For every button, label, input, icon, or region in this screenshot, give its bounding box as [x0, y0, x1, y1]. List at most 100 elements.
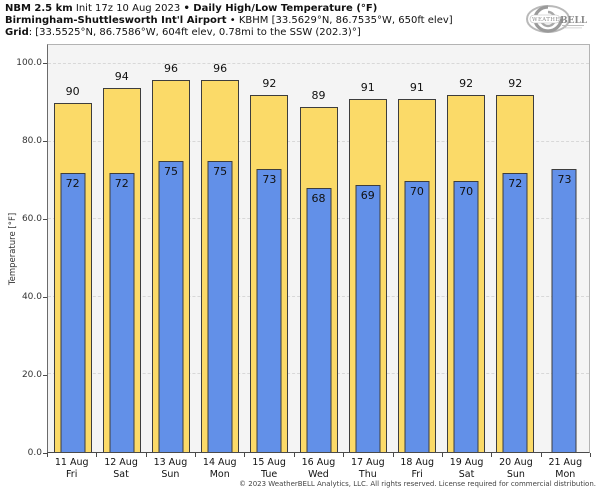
low-value-label: 73 — [557, 173, 572, 187]
chart-header: NBM 2.5 km Init 17z 10 Aug 2023 • Daily … — [5, 3, 453, 39]
high-value-label: 94 — [114, 69, 129, 83]
xtick-weekday: Mon — [209, 468, 230, 480]
low-value-label: 72 — [508, 176, 523, 190]
xtick-weekday: Thu — [358, 468, 377, 480]
gridline — [48, 63, 589, 65]
chart-title: • Daily High/Low Temperature (°F) — [183, 3, 378, 14]
high-value-label: 92 — [508, 77, 523, 91]
header-line-2: Birmingham-Shuttlesworth Int'l Airport •… — [5, 15, 453, 27]
x-tick-label: 17 Aug Thu — [343, 457, 392, 480]
x-axis-labels: 11 Aug Fri 12 Aug Sat 13 Aug Sun 14 Aug Mon 15 A… — [47, 457, 590, 480]
y-tick-mark — [43, 374, 47, 376]
x-tick-mark — [343, 453, 345, 457]
plot-area: 90 72 94 72 96 75 96 75 92 73 89 68 91 69 91 70 92 70 92 72… — [47, 44, 590, 453]
y-tick-label: 60.0 — [21, 214, 42, 225]
xtick-weekday: Sat — [458, 468, 475, 480]
xtick-date: 17 Aug — [351, 457, 385, 468]
low-temp-bar — [453, 180, 479, 452]
x-tick-mark — [145, 453, 147, 457]
x-tick-label: 14 Aug Mon — [195, 457, 244, 480]
grid-label: Grid — [5, 27, 29, 38]
high-value-label: 91 — [360, 81, 375, 95]
y-tick-label: 40.0 — [21, 292, 42, 303]
grid-coords: : [33.5525°N, 86.7586°W, 604ft elev, 0.7… — [28, 27, 361, 38]
low-value-label: 70 — [409, 184, 424, 198]
high-value-label: 96 — [163, 61, 178, 75]
x-tick-mark — [491, 453, 493, 457]
bar-group: 90 72 — [48, 45, 97, 452]
station-meta: • KBHM [33.5629°N, 86.7535°W, 650ft elev… — [226, 15, 453, 26]
low-temp-bar — [207, 161, 233, 452]
low-temp-bar — [256, 169, 282, 452]
x-tick-mark — [96, 453, 98, 457]
high-value-label: 89 — [311, 89, 326, 103]
x-tick-mark — [441, 453, 443, 457]
xtick-date: 21 Aug — [548, 457, 583, 468]
y-tick-mark — [43, 140, 47, 142]
xtick-date: 12 Aug — [104, 457, 138, 468]
low-temp-bar — [60, 172, 86, 452]
xtick-date: 14 Aug — [202, 457, 237, 468]
low-temp-bar — [109, 172, 135, 452]
high-value-label: 92 — [262, 77, 277, 91]
bar-group: 91 69 — [343, 45, 392, 452]
low-value-label: 68 — [311, 192, 326, 206]
y-tick-label: 20.0 — [21, 370, 42, 381]
low-temp-bar — [158, 161, 184, 452]
bar-group: 89 68 — [294, 45, 343, 452]
x-tick-mark — [47, 453, 48, 457]
bar-group: 73 — [540, 45, 589, 452]
y-tick-mark — [43, 62, 47, 64]
model-name: NBM 2.5 km — [5, 3, 73, 14]
init-time: Init 17z 10 Aug 2023 — [72, 3, 184, 14]
bar-group: 94 72 — [97, 45, 146, 452]
low-temp-bar — [355, 184, 381, 452]
x-tick-label: 21 Aug Mon — [541, 457, 590, 480]
low-temp-bar — [502, 172, 528, 452]
x-tick-mark — [590, 453, 591, 457]
copyright-notice: © 2023 WeatherBELL Analytics, LLC. All r… — [239, 480, 596, 488]
x-tick-mark — [244, 453, 246, 457]
high-value-label: 96 — [213, 61, 228, 75]
high-value-label: 92 — [459, 77, 474, 91]
xtick-date: 19 Aug — [449, 457, 484, 468]
y-tick-mark — [43, 218, 47, 220]
high-value-label: 91 — [409, 81, 424, 95]
low-value-label: 75 — [213, 165, 228, 179]
bars-layer: 90 72 94 72 96 75 96 75 92 73 89 68 91 69 91 70 92 70 92 72… — [48, 45, 589, 452]
x-tick-label: 13 Aug Sun — [146, 457, 195, 480]
header-line-1: NBM 2.5 km Init 17z 10 Aug 2023 • Daily … — [5, 3, 453, 15]
low-value-label: 69 — [360, 188, 375, 202]
bar-group: 91 70 — [392, 45, 441, 452]
xtick-date: 16 Aug — [301, 457, 336, 468]
low-value-label: 70 — [459, 184, 474, 198]
x-tick-label: 16 Aug Wed — [294, 457, 343, 480]
y-tick-mark — [43, 452, 47, 454]
x-tick-label: 11 Aug Fri — [47, 457, 96, 480]
x-tick-mark — [195, 453, 197, 457]
y-tick-label: 0.0 — [27, 448, 42, 458]
xtick-weekday: Sun — [506, 468, 525, 480]
svg-text:WEATHER: WEATHER — [532, 17, 565, 23]
xtick-date: 15 Aug — [252, 457, 286, 468]
bar-group: 92 72 — [491, 45, 540, 452]
xtick-date: 11 Aug — [54, 457, 89, 468]
xtick-date: 18 Aug — [400, 457, 435, 468]
xtick-date: 20 Aug — [499, 457, 533, 468]
x-tick-label: 15 Aug Tue — [244, 457, 293, 480]
high-value-label: 90 — [65, 85, 80, 99]
low-value-label: 75 — [163, 165, 178, 179]
y-tick-label: 100.0 — [16, 58, 42, 69]
header-line-3: Grid: [33.5525°N, 86.7586°W, 604ft elev,… — [5, 27, 453, 39]
xtick-weekday: Sat — [113, 468, 129, 480]
x-tick-mark — [293, 453, 295, 457]
x-tick-mark — [540, 453, 542, 457]
x-tick-label: 20 Aug Sun — [491, 457, 540, 480]
low-value-label: 72 — [65, 176, 80, 190]
xtick-weekday: Mon — [555, 468, 576, 480]
y-tick-label: 80.0 — [21, 136, 42, 147]
x-tick-label: 12 Aug Sat — [96, 457, 145, 480]
xtick-weekday: Sun — [161, 468, 180, 480]
low-value-label: 73 — [262, 173, 277, 187]
y-tick-mark — [43, 296, 47, 298]
